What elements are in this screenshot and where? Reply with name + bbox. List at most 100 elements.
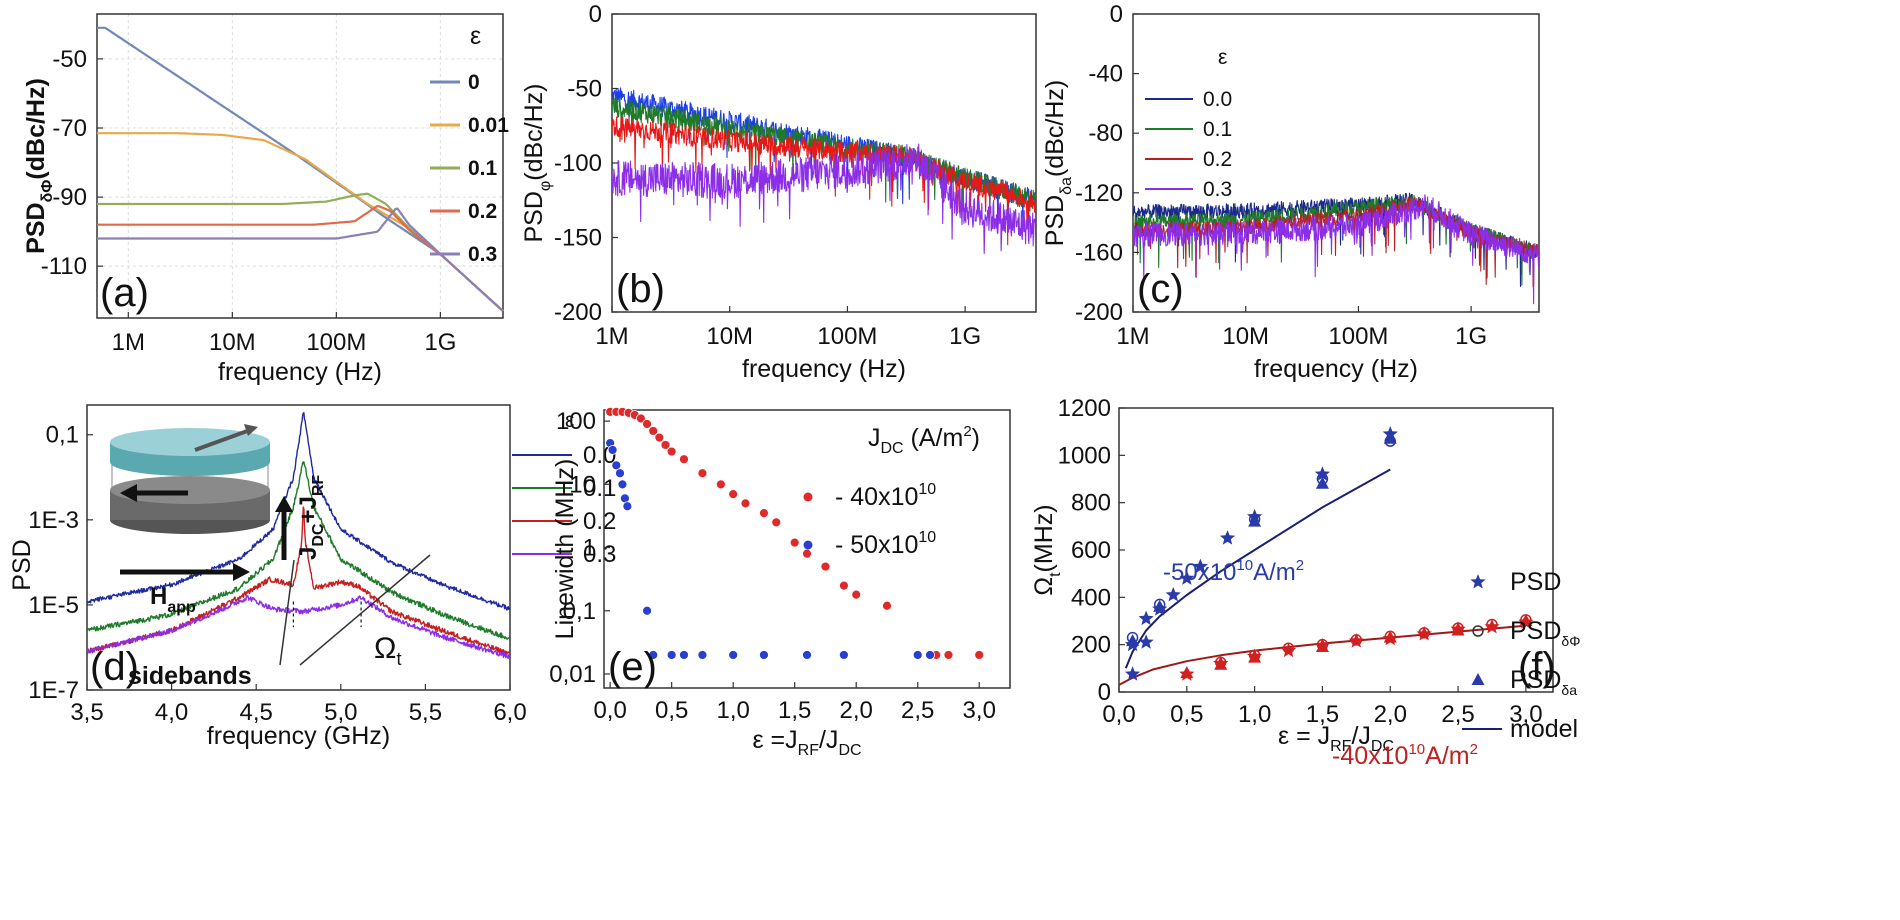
- panel-f-data-point: [1350, 634, 1363, 646]
- panel-e-xtick-label: 2,0: [840, 697, 873, 724]
- panel-f-model-curve: [1118, 624, 1526, 686]
- panel-e-data-point: [925, 650, 935, 660]
- panel-e-ytick-label: 0,01: [549, 661, 596, 688]
- panel-e-data-point: [648, 426, 659, 436]
- panel-c-ytick-label: -40: [1088, 61, 1123, 88]
- panel-b-series-trace: [612, 116, 1036, 246]
- panel-e-data-point: [666, 446, 677, 457]
- panel-e-data-point: [617, 479, 628, 490]
- panel-e-data-point: [654, 432, 665, 443]
- panel-c-traces: [1133, 192, 1539, 305]
- panel-e-ytick-label: 100: [556, 408, 596, 435]
- panel-f-data-point: [1451, 623, 1465, 636]
- panel-c-xtick-label: 10M: [1222, 323, 1269, 350]
- panel-e-data-point: [642, 605, 652, 616]
- panel-e-data-point: [943, 650, 954, 660]
- panel-d-xlabel: frequency (GHz): [207, 722, 390, 750]
- panel-e-data-point: [802, 548, 812, 559]
- panel-f-data-point: [1315, 476, 1329, 489]
- panel-d-ylabel: PSD: [8, 539, 36, 590]
- panel-c-legend-label: 0.3: [1203, 178, 1232, 201]
- omega-label: Ωt: [374, 632, 401, 669]
- panel-f-ytick-label: 800: [1071, 490, 1111, 517]
- panel-f-legend-marker: [1470, 574, 1486, 589]
- panel-e-data-point: [839, 580, 849, 591]
- panel-f-data-point: [1248, 650, 1262, 663]
- panel-c-legend-label: 0.0: [1203, 88, 1232, 111]
- panel-b-ylabel: PSDφ(dBc/Hz): [520, 83, 554, 242]
- panel-b-ytick-label: -150: [554, 225, 602, 252]
- panel-d-frame: [86, 404, 511, 691]
- panel-a-xlabel: frequency (Hz): [218, 358, 382, 386]
- panel-f-data-point: [1125, 666, 1141, 681]
- panel-c-ytick-label: -200: [1075, 299, 1123, 326]
- panel-c-legend-label: 0.2: [1203, 148, 1232, 171]
- panel-f-xtick-label: 0,0: [1102, 701, 1135, 728]
- panel-a-xtick-label: 100M: [306, 329, 366, 356]
- panel-b-xtick-label: 1M: [595, 323, 628, 350]
- panel-f-xtick-label: 0,5: [1170, 701, 1203, 728]
- panel-f-data-point: [1219, 530, 1236, 545]
- panel-f-legend-label: PSDδΦ: [1510, 617, 1580, 649]
- panel-d-series-trace: [87, 595, 510, 660]
- panel-c-series-trace: [1133, 194, 1539, 305]
- panel-f-legend-label: model: [1510, 715, 1578, 743]
- panel-b-ytick-label: -100: [554, 150, 602, 177]
- panel-e-data-point: [771, 517, 782, 528]
- panel-e-data-point: [839, 650, 849, 660]
- panel-c-xtick-label: 100M: [1328, 323, 1388, 350]
- panel-e-data-point: [759, 650, 769, 660]
- panel-b-xlabel: frequency (Hz): [742, 355, 906, 383]
- panel-b-series-trace: [612, 97, 1036, 215]
- panel-a-ytick-label: -90: [52, 184, 87, 211]
- panel-d-ytick-label: 1E-7: [28, 677, 79, 704]
- panel-d-ytick-label: 0,1: [46, 422, 79, 449]
- panel-f-data-point: [1280, 642, 1297, 658]
- panel-f-xtick-label: 2,0: [1374, 701, 1407, 728]
- panel-f-data-point: [1126, 634, 1140, 647]
- panel-c-ytick-label: 0: [1110, 1, 1123, 28]
- panel-f-data-point: [1153, 599, 1167, 612]
- panel-e-data-point: [851, 589, 862, 600]
- panel-d-series-trace: [87, 461, 510, 640]
- panel-d-xtick-label: 5,5: [409, 699, 442, 726]
- panel-f-data-point: [1418, 627, 1430, 639]
- panel-f: 0,0 0,5 1,0 1,5 2,0 2,5 3,0 0 200 400 600 800 1000 12…: [1030, 395, 1580, 770]
- panel-f-ytick-label: 1000: [1058, 442, 1111, 469]
- fixed-layer-arrowhead-icon: [120, 484, 137, 502]
- panel-f-legend-label: PSDδa: [1510, 666, 1577, 698]
- panel-e-data-point: [789, 537, 800, 548]
- panel-e-legend-title: JDC (A/m2): [868, 423, 980, 457]
- panel-d-xtick-label: 4,5: [240, 699, 273, 726]
- panel-b-ytick-label: -50: [567, 76, 602, 103]
- panel-a-frame: [96, 13, 504, 319]
- panel-d-traces: [87, 412, 510, 660]
- panel-e-data-point: [615, 468, 625, 479]
- panel-f-ytick-label: 1200: [1058, 395, 1111, 422]
- panel-e-data-point: [802, 650, 812, 660]
- panel-f-data-point: [1282, 642, 1295, 654]
- panel-e-data-point: [666, 650, 677, 660]
- panel-a-xtick-label: 10M: [209, 329, 256, 356]
- panel-a-legend-label: 0.1: [468, 157, 498, 180]
- panel-f-data-point: [1179, 570, 1195, 585]
- panel-f-data-point: [1192, 558, 1208, 573]
- panel-e-data-point: [611, 460, 622, 471]
- panel-d-legend-label: 0.3: [583, 541, 616, 568]
- panel-e-data-point: [912, 650, 923, 660]
- panel-d-series-trace: [87, 506, 510, 656]
- panel-a-series-line: [97, 207, 504, 312]
- panel-e: 0,0 0,5 1,0 1,5 2,0 2,5 3,0 100 10 1 0,1 0,01 ε =JRF…: [549, 406, 1011, 759]
- panel-e-data-point: [728, 489, 739, 500]
- free-layer-arrow-icon: [194, 428, 251, 452]
- panel-b-frame: [611, 13, 1037, 313]
- panel-f-data-point: [1486, 618, 1498, 631]
- panel-a-legend-label: 0.01: [468, 114, 509, 137]
- panel-e-data-point: [660, 440, 671, 450]
- panel-f-xtick-label: 1,0: [1238, 701, 1271, 728]
- panel-a-ytick-label: -70: [52, 115, 87, 142]
- panel-e-data-point: [740, 498, 751, 509]
- panel-e-data-point: [648, 650, 659, 660]
- panel-c-frame: [1132, 13, 1540, 313]
- panel-e-xtick-label: 1,0: [716, 697, 749, 724]
